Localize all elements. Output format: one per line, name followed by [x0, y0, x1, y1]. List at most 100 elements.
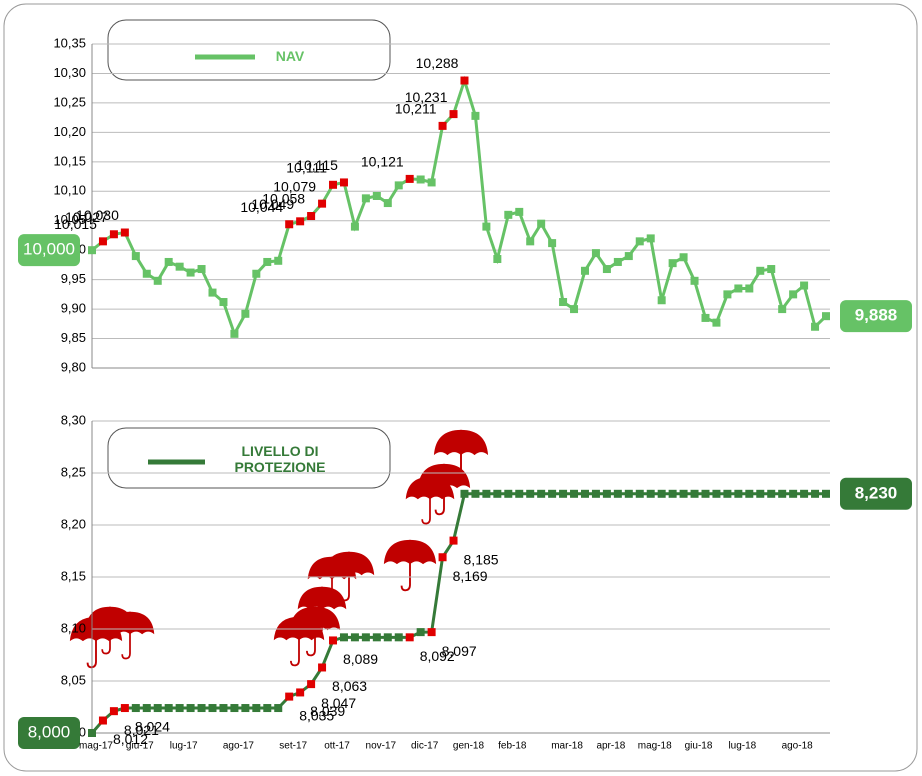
value-label: 10,111 — [286, 159, 327, 175]
y-tick-label: 10,10 — [53, 183, 86, 198]
marker — [548, 239, 557, 248]
marker — [745, 284, 754, 293]
marker — [164, 704, 173, 713]
marker — [329, 636, 338, 645]
marker — [361, 194, 370, 203]
marker — [120, 228, 129, 237]
marker — [307, 680, 316, 689]
marker — [208, 704, 217, 713]
marker — [460, 76, 469, 85]
marker — [394, 181, 403, 190]
marker — [219, 298, 228, 307]
marker — [668, 489, 677, 498]
y-tick-label: 8,05 — [61, 672, 86, 687]
marker — [252, 269, 261, 278]
value-label: 8,063 — [332, 678, 367, 694]
marker — [307, 212, 316, 221]
y-tick-label: 10,35 — [53, 35, 86, 50]
marker — [822, 489, 830, 498]
marker — [98, 716, 107, 725]
marker — [559, 298, 568, 307]
line — [90, 492, 826, 734]
marker — [175, 704, 184, 713]
marker — [515, 207, 524, 216]
marker — [657, 489, 666, 498]
x-tick-label: lug-18 — [728, 741, 756, 752]
marker — [109, 230, 118, 239]
marker — [635, 237, 644, 246]
marker — [537, 489, 546, 498]
y-tick-label: 10,25 — [53, 94, 86, 109]
marker — [361, 633, 370, 642]
marker — [734, 489, 743, 498]
marker — [602, 265, 611, 274]
value-label: 10,058 — [262, 191, 305, 207]
value-label: 10,000 — [23, 240, 75, 259]
marker — [339, 178, 348, 187]
value-label: 10,288 — [416, 55, 459, 71]
marker — [701, 489, 710, 498]
marker — [493, 255, 502, 264]
legend-box — [107, 19, 391, 81]
value-box — [18, 717, 80, 749]
x-tick-label: nov-17 — [366, 741, 397, 752]
x-tick-label: lug-17 — [170, 741, 198, 752]
marker — [131, 252, 140, 261]
marker — [504, 210, 513, 219]
y-tick-label: 9,95 — [61, 271, 86, 286]
x-tick-label: ago-17 — [223, 741, 255, 752]
y-tick-label: 9,90 — [61, 301, 86, 316]
x-tick-label: mag-17 — [79, 741, 113, 752]
marker — [197, 704, 206, 713]
marker — [657, 296, 666, 305]
y-tick-label: 10,15 — [53, 153, 86, 168]
value-label: 10,049 — [251, 196, 294, 212]
marker — [296, 217, 305, 226]
marker — [230, 704, 239, 713]
value-label: 10,121 — [361, 154, 404, 170]
x-tick-label: ago-18 — [782, 741, 814, 752]
marker — [800, 281, 809, 290]
marker — [570, 489, 579, 498]
value-label: 10,231 — [405, 89, 448, 105]
marker — [208, 288, 217, 297]
value-label: 8,230 — [855, 483, 898, 502]
marker — [394, 633, 403, 642]
value-label: 8,169 — [453, 568, 488, 584]
y-tick-label: 9,85 — [61, 330, 86, 345]
marker — [285, 692, 294, 701]
marker — [811, 322, 820, 331]
marker — [723, 290, 732, 299]
value-label: 8,089 — [343, 651, 378, 667]
marker — [438, 121, 447, 130]
line — [91, 75, 828, 338]
marker — [263, 257, 272, 266]
x-tick-label: mar-18 — [551, 741, 583, 752]
marker — [142, 269, 151, 278]
value-label: 8,097 — [442, 643, 477, 659]
value-label: 8,021 — [124, 722, 159, 738]
value-label: 8,092 — [420, 648, 455, 664]
x-tick-label: feb-18 — [498, 741, 527, 752]
x-tick-label: mag-18 — [638, 741, 672, 752]
value-label: 10,115 — [296, 157, 338, 173]
marker — [153, 704, 162, 713]
x-tick-label: gen-18 — [453, 741, 485, 752]
marker — [263, 704, 272, 713]
marker — [175, 262, 184, 271]
value-label: 10,015 — [54, 216, 97, 232]
y-tick-label: 8,25 — [61, 464, 86, 479]
marker — [482, 489, 491, 498]
value-label: 10,044 — [240, 199, 283, 215]
marker — [142, 704, 151, 713]
marker — [800, 489, 809, 498]
marker — [811, 489, 820, 498]
marker — [668, 259, 677, 268]
marker — [526, 237, 535, 246]
marker — [602, 489, 611, 498]
value-label: 8,047 — [321, 695, 356, 711]
marker — [318, 663, 327, 672]
marker — [241, 309, 250, 318]
marker — [756, 489, 765, 498]
